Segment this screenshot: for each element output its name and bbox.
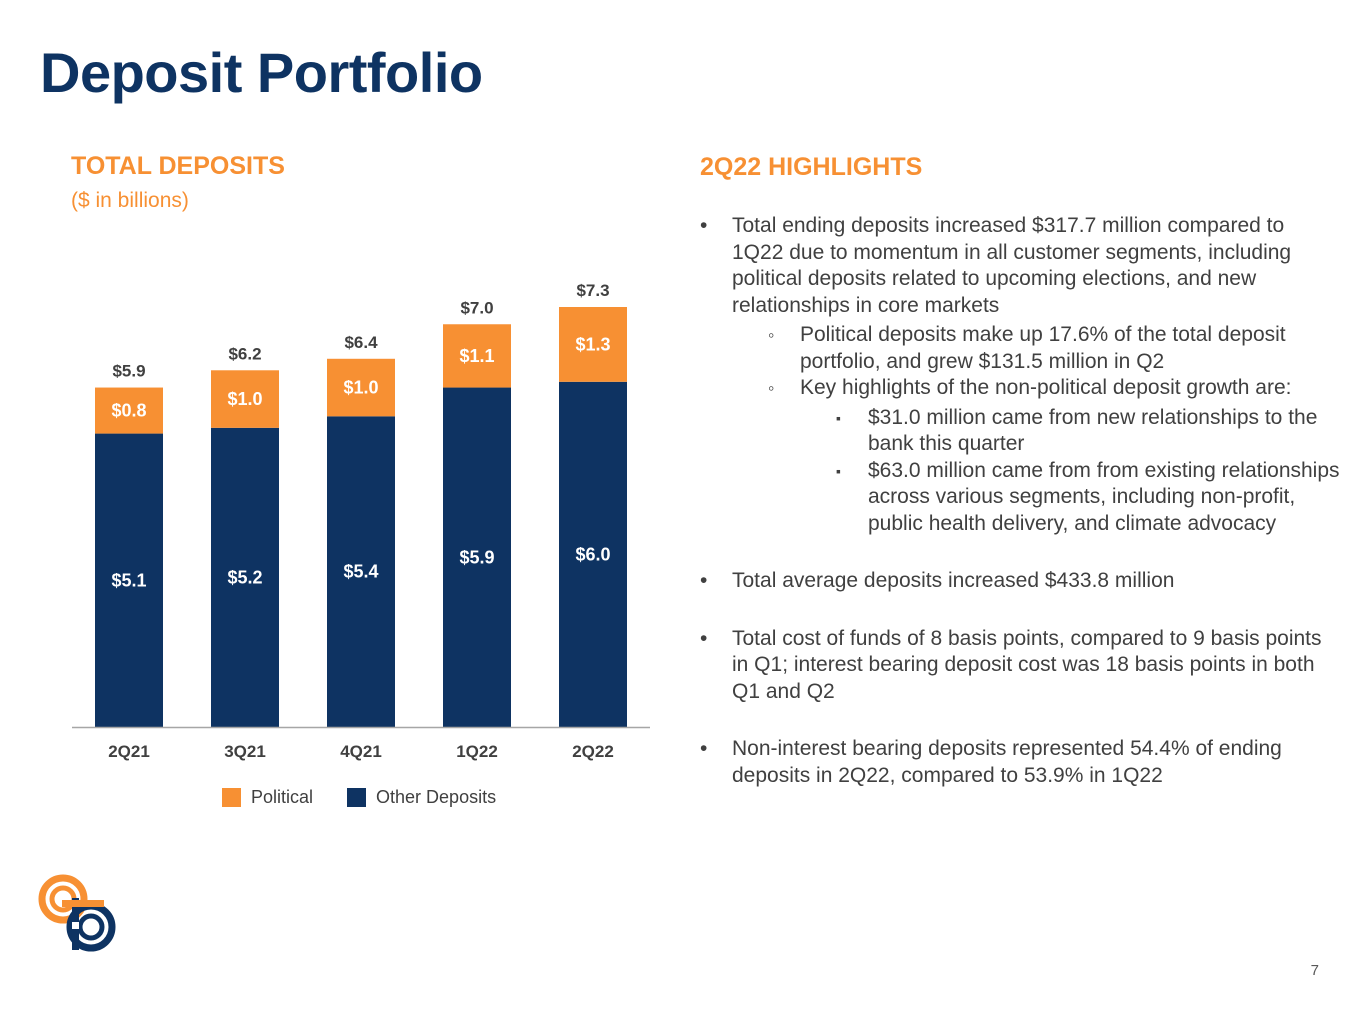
legend-swatch-other-deposits xyxy=(347,788,367,807)
bar-political-2q21 xyxy=(95,387,163,434)
legend-swatch-political xyxy=(222,788,241,807)
highlights-heading: 2Q22 HIGHLIGHTS xyxy=(700,153,923,181)
highlight-text: Total cost of funds of 8 basis points, c… xyxy=(732,626,1322,703)
bar-other-deposits-4q21 xyxy=(327,416,395,727)
highlight-sub-non-political: Key highlights of the non-political depo… xyxy=(732,375,1340,537)
total-label: $6.4 xyxy=(344,333,378,352)
highlight-sublist: Political deposits make up 17.6% of the … xyxy=(732,322,1340,537)
bar-other-deposits-3q21 xyxy=(211,427,279,727)
page-title: Deposit Portfolio xyxy=(40,41,483,104)
chart-legend: Political Other Deposits xyxy=(222,787,530,808)
category-label: 2Q21 xyxy=(108,742,150,761)
bar-political-2q22 xyxy=(559,307,627,382)
highlight-subsub-new-relationships: $31.0 million came from new relationship… xyxy=(732,405,1340,458)
highlight-sub-text: Key highlights of the non-political depo… xyxy=(800,376,1292,399)
highlight-sub-text: Political deposits make up 17.6% of the … xyxy=(800,323,1286,373)
bar-label-political: $1.0 xyxy=(343,378,378,398)
highlight-subsublist: $31.0 million came from new relationship… xyxy=(800,405,1340,538)
total-label: $7.0 xyxy=(460,298,493,317)
bar-label-political: $1.0 xyxy=(227,389,262,409)
deposits-bar-chart: $5.1 $0.8 $5.9 2Q21 $5.2 $1.0 $6.2 3Q21 $5.4 $1.0… xyxy=(72,281,650,761)
bar-label-other-deposits: $6.0 xyxy=(575,544,610,564)
bar-political-3q21 xyxy=(211,370,279,428)
highlight-bullet-non-interest-bearing: Non-interest bearing deposits represente… xyxy=(700,736,1340,789)
total-label: $5.9 xyxy=(112,362,145,381)
bar-label-political: $1.3 xyxy=(575,334,610,354)
highlight-sub-political: Political deposits make up 17.6% of the … xyxy=(732,322,1340,375)
bar-label-other-deposits: $5.9 xyxy=(459,547,494,567)
legend-label-other-deposits: Other Deposits xyxy=(376,787,497,807)
bar-political-4q21 xyxy=(327,358,395,417)
highlight-bullet-cost-of-funds: Total cost of funds of 8 basis points, c… xyxy=(700,626,1340,706)
bar-label-political: $1.1 xyxy=(459,346,494,366)
bar-label-other-deposits: $5.2 xyxy=(227,567,262,587)
bar-other-deposits-2q22 xyxy=(559,381,627,727)
category-label: 4Q21 xyxy=(340,742,382,761)
category-label: 2Q22 xyxy=(572,742,614,761)
highlight-bullet-ending-deposits: Total ending deposits increased $317.7 m… xyxy=(700,213,1340,537)
highlight-text: Non-interest bearing deposits represente… xyxy=(732,737,1282,787)
bar-label-other-deposits: $5.4 xyxy=(343,562,378,582)
highlight-subsub-text: $31.0 million came from new relationship… xyxy=(868,405,1318,456)
total-label: $7.3 xyxy=(576,281,609,300)
legend-item-political: Political xyxy=(222,787,313,808)
total-deposits-heading: TOTAL DEPOSITS xyxy=(71,152,285,180)
bar-label-other-deposits: $5.1 xyxy=(111,570,146,590)
bar-other-deposits-1q22 xyxy=(443,387,511,727)
legend-item-other-deposits: Other Deposits xyxy=(347,787,496,808)
highlight-text: Total ending deposits increased $317.7 m… xyxy=(732,214,1292,317)
units-subheading: ($ in billions) xyxy=(71,189,189,212)
legend-label-political: Political xyxy=(251,787,314,807)
bar-other-deposits-2q21 xyxy=(95,433,163,727)
highlight-subsub-text: $63.0 million came from from existing re… xyxy=(868,458,1340,535)
category-label: 1Q22 xyxy=(456,742,498,761)
bar-label-political: $0.8 xyxy=(111,401,146,421)
page-number: 7 xyxy=(1310,962,1319,979)
highlights-list: Total ending deposits increased $317.7 m… xyxy=(700,213,1340,789)
highlight-text: Total average deposits increased $433.8 … xyxy=(732,569,1175,592)
category-label: 3Q21 xyxy=(224,742,266,761)
highlight-subsub-existing-relationships: $63.0 million came from from existing re… xyxy=(732,458,1340,538)
bar-political-1q22 xyxy=(443,324,511,388)
bank-logo-icon xyxy=(38,874,116,952)
highlight-bullet-average-deposits: Total average deposits increased $433.8 … xyxy=(700,568,1340,595)
total-label: $6.2 xyxy=(228,344,261,363)
